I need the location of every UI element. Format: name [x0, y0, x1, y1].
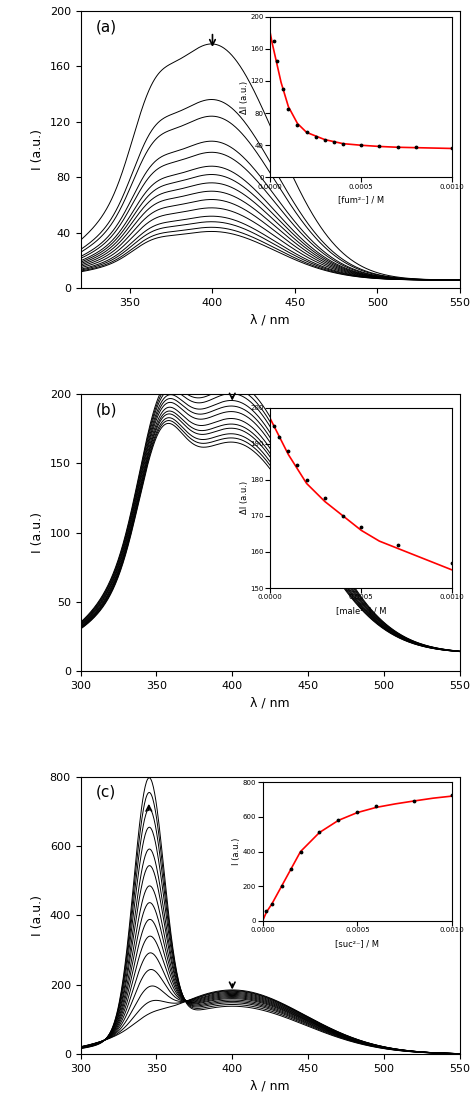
X-axis label: λ / nm: λ / nm: [250, 314, 290, 327]
Text: (a): (a): [96, 20, 117, 34]
Text: (c): (c): [96, 785, 116, 800]
Y-axis label: I (a.u.): I (a.u.): [31, 895, 44, 935]
X-axis label: λ / nm: λ / nm: [250, 696, 290, 709]
Text: (b): (b): [96, 402, 117, 417]
Y-axis label: I (a.u.): I (a.u.): [31, 130, 44, 170]
Y-axis label: I (a.u.): I (a.u.): [31, 512, 44, 553]
X-axis label: λ / nm: λ / nm: [250, 1079, 290, 1093]
